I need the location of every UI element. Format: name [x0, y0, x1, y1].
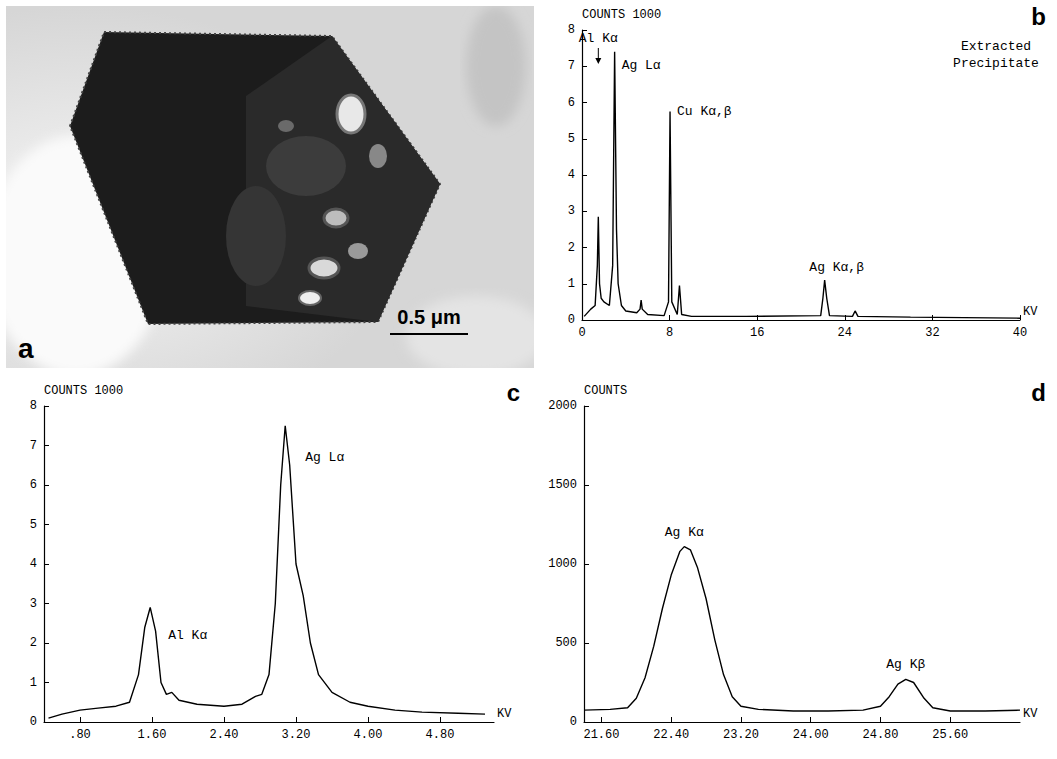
- svg-text:24: 24: [838, 326, 852, 340]
- svg-text:2: 2: [30, 636, 37, 650]
- svg-text:25.60: 25.60: [932, 728, 968, 742]
- svg-text:4: 4: [30, 557, 37, 571]
- svg-text:500: 500: [555, 636, 577, 650]
- svg-text:d: d: [1031, 379, 1046, 406]
- svg-text:1.60: 1.60: [138, 728, 167, 742]
- svg-text:8: 8: [666, 326, 673, 340]
- svg-text:4.00: 4.00: [354, 728, 383, 742]
- svg-text:2: 2: [568, 241, 575, 255]
- svg-text:23.20: 23.20: [723, 728, 759, 742]
- svg-text:KV: KV: [1023, 305, 1038, 319]
- svg-text:KV: KV: [1023, 707, 1038, 721]
- svg-text:1000: 1000: [548, 557, 577, 571]
- svg-text:Ag Kα: Ag Kα: [665, 525, 704, 540]
- svg-text:16: 16: [750, 326, 764, 340]
- svg-text:24.80: 24.80: [862, 728, 898, 742]
- svg-text:7: 7: [568, 59, 575, 73]
- svg-text:b: b: [1031, 3, 1046, 30]
- svg-text:40: 40: [1013, 326, 1027, 340]
- svg-text:7: 7: [30, 439, 37, 453]
- svg-text:6: 6: [568, 96, 575, 110]
- svg-text:KV: KV: [497, 707, 512, 721]
- svg-text:3: 3: [30, 597, 37, 611]
- svg-text:Ag Kα,β: Ag Kα,β: [809, 260, 864, 275]
- svg-text:3.20: 3.20: [282, 728, 311, 742]
- svg-text:5: 5: [30, 518, 37, 532]
- svg-text:1500: 1500: [548, 478, 577, 492]
- svg-text:0: 0: [570, 715, 577, 729]
- svg-text:6: 6: [30, 478, 37, 492]
- svg-text:5: 5: [568, 132, 575, 146]
- svg-text:Extracted: Extracted: [961, 39, 1031, 54]
- svg-text:0: 0: [30, 715, 37, 729]
- svg-text:32: 32: [925, 326, 939, 340]
- svg-text:0.5 μm: 0.5 μm: [397, 306, 460, 328]
- svg-text:Precipitate: Precipitate: [953, 56, 1039, 71]
- svg-text:0: 0: [578, 326, 585, 340]
- svg-text:Cu Kα,β: Cu Kα,β: [677, 104, 732, 119]
- svg-text:1: 1: [568, 277, 575, 291]
- svg-text:COUNTS 1000: COUNTS 1000: [582, 8, 661, 22]
- svg-text:Ag Lα: Ag Lα: [305, 450, 344, 465]
- svg-text:21.60: 21.60: [583, 728, 619, 742]
- svg-text:4: 4: [568, 168, 575, 182]
- svg-text:2000: 2000: [548, 399, 577, 413]
- svg-text:Al Kα: Al Kα: [168, 628, 207, 643]
- svg-text:Ag Kβ: Ag Kβ: [886, 657, 925, 672]
- svg-text:3: 3: [568, 204, 575, 218]
- svg-text:COUNTS 1000: COUNTS 1000: [44, 384, 123, 398]
- svg-text:8: 8: [568, 23, 575, 37]
- svg-text:0: 0: [568, 313, 575, 327]
- svg-text:Al Kα: Al Kα: [579, 31, 618, 46]
- svg-text:c: c: [507, 379, 520, 406]
- svg-text:Ag Lα: Ag Lα: [622, 58, 661, 73]
- svg-text:a: a: [18, 333, 34, 364]
- svg-text:8: 8: [30, 399, 37, 413]
- svg-text:24.00: 24.00: [793, 728, 829, 742]
- svg-text:1: 1: [30, 676, 37, 690]
- svg-text:.80: .80: [69, 728, 91, 742]
- svg-text:22.40: 22.40: [653, 728, 689, 742]
- svg-text:2.40: 2.40: [210, 728, 239, 742]
- svg-text:COUNTS: COUNTS: [584, 384, 627, 398]
- svg-text:4.80: 4.80: [426, 728, 455, 742]
